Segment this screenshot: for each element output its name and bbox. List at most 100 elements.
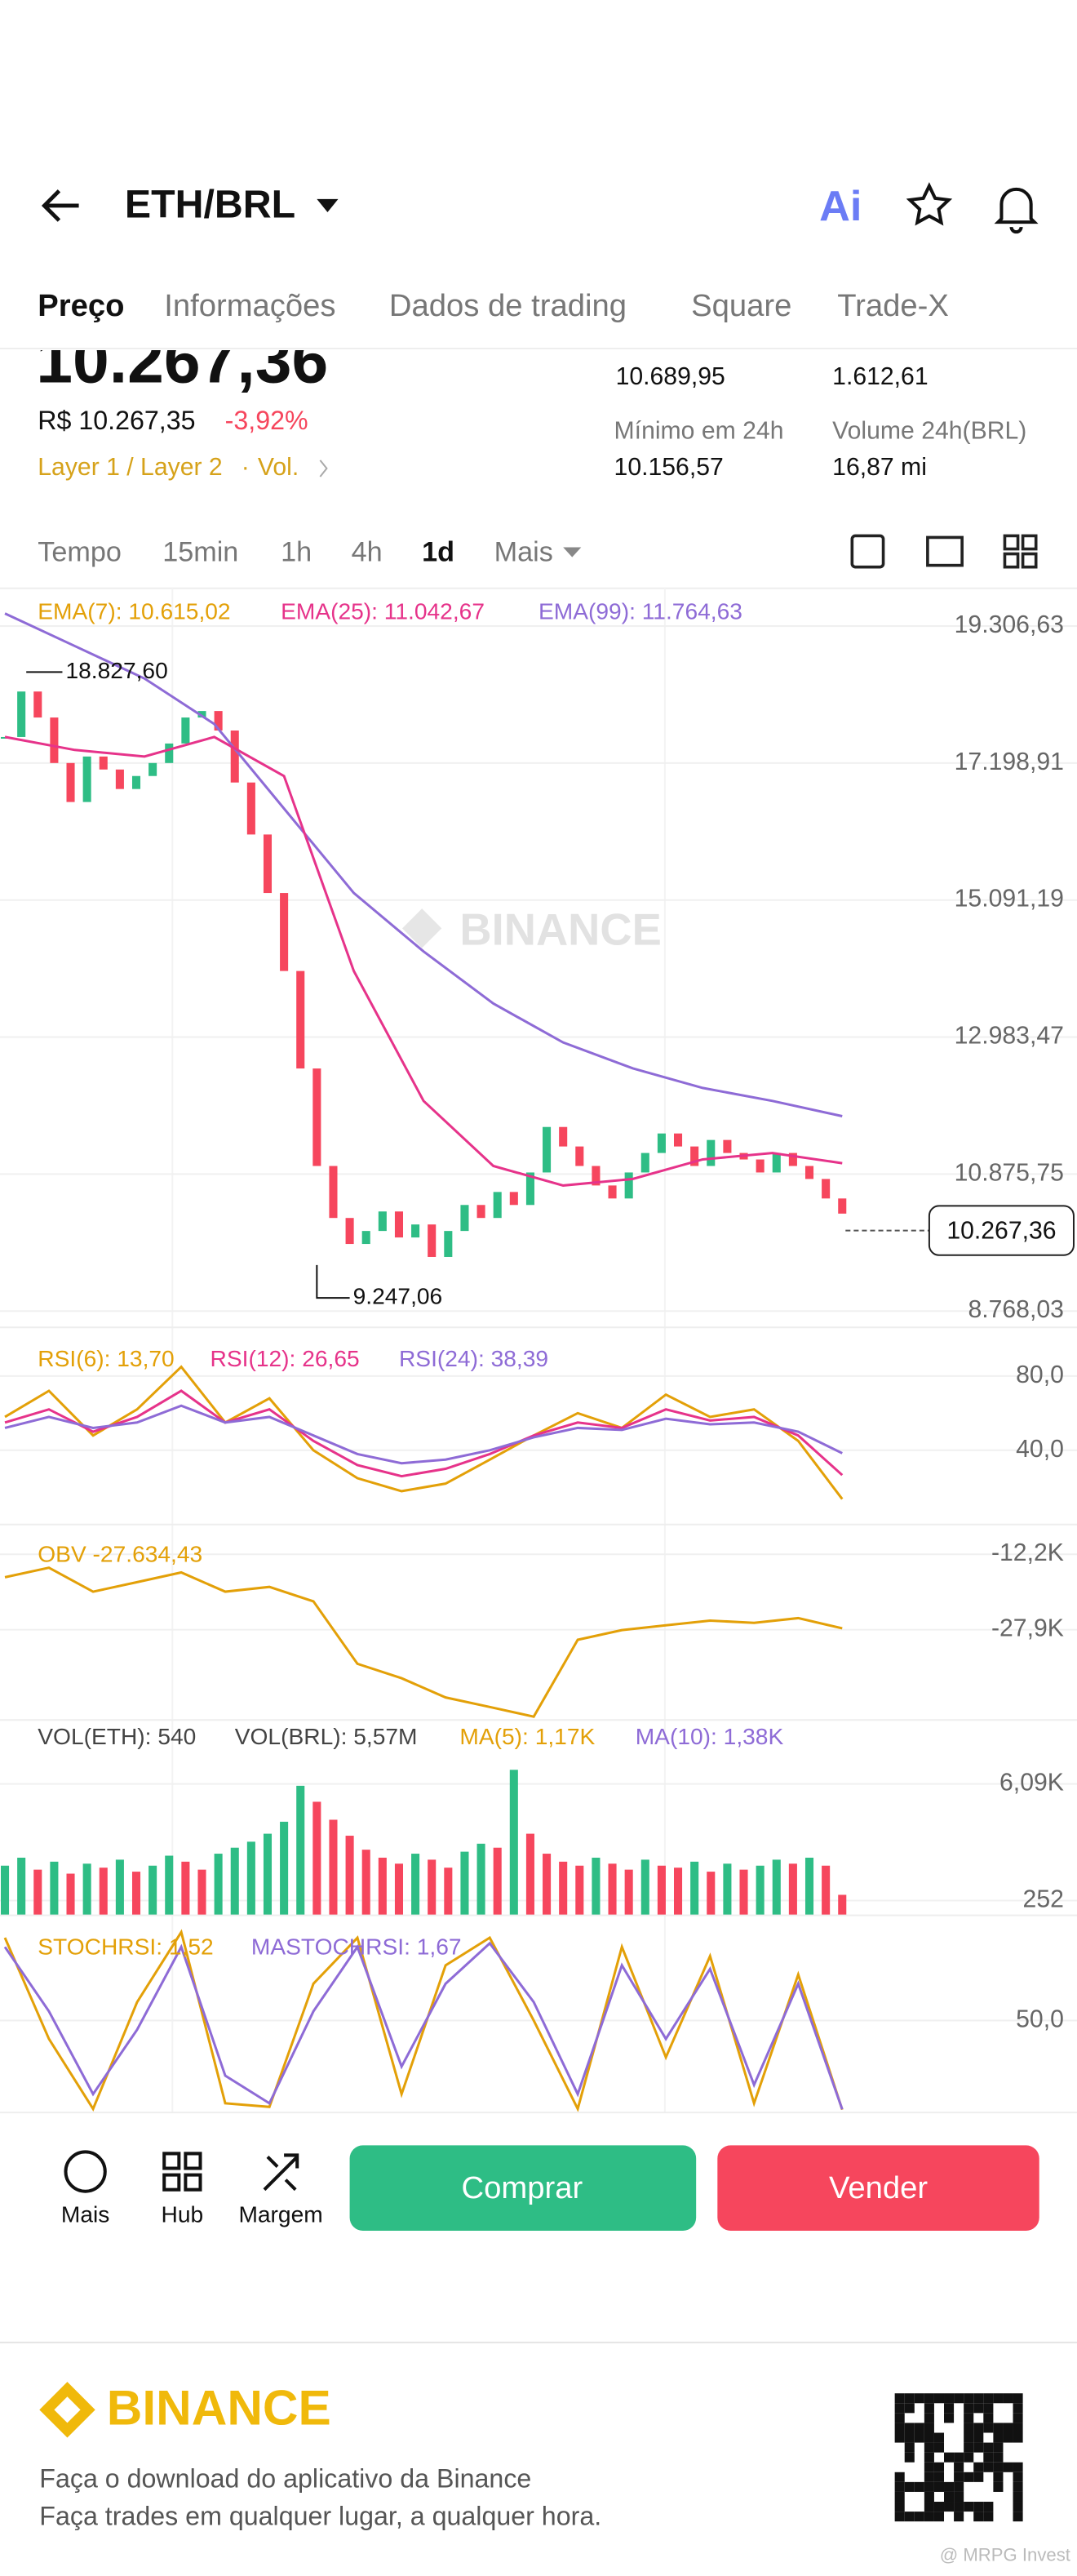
candle (230, 730, 239, 783)
volume-bar (428, 1859, 437, 1916)
qr-cell (1013, 2393, 1023, 2404)
sell-label[interactable]: Vender (829, 2170, 928, 2205)
qr-cell (973, 2432, 984, 2443)
tab[interactable]: Dados de trading (389, 288, 627, 323)
tool-icon[interactable] (926, 535, 964, 567)
brand: BINANCE (107, 2379, 331, 2435)
bell-icon[interactable] (994, 187, 1039, 234)
series-line (4, 735, 843, 1187)
margin-icon[interactable] (263, 2153, 299, 2192)
separator: · (242, 454, 250, 481)
low-pointer (316, 1264, 350, 1299)
y-tick-label: 8.768,03 (968, 1296, 1063, 1323)
volume-bar (17, 1857, 26, 1916)
buy-label[interactable]: Comprar (462, 2170, 583, 2205)
volume-bar (690, 1861, 699, 1916)
qr-cell (894, 2393, 905, 2404)
candle (444, 1231, 453, 1257)
qr-cell (914, 2481, 924, 2492)
volume-bar (66, 1873, 75, 1916)
candle (509, 1192, 518, 1206)
tab[interactable]: Trade-X (837, 288, 949, 323)
action-label[interactable]: Mais (61, 2201, 109, 2227)
interval[interactable]: 4h (352, 537, 383, 568)
sell-button[interactable] (717, 2145, 1039, 2231)
candle (394, 1211, 403, 1238)
qr-cell (993, 2393, 1004, 2404)
qr-cell (1003, 2432, 1013, 2443)
candle (148, 762, 157, 776)
qr-cell (914, 2432, 924, 2443)
more-icon[interactable] (64, 2150, 107, 2193)
brand-logo (39, 2382, 95, 2438)
candle (690, 1146, 699, 1166)
qr-cell (944, 2491, 955, 2503)
action-label[interactable]: Margem (238, 2201, 322, 2227)
volume-bar (723, 1863, 732, 1916)
last-price-label: 10.267,36 (946, 1218, 1056, 1245)
pair-title[interactable]: ETH/BRL (125, 183, 295, 227)
dropdown-icon[interactable] (563, 547, 582, 557)
volume-bar (280, 1821, 289, 1916)
series-line (4, 1389, 844, 1478)
candle (361, 1231, 370, 1245)
volume-bar (756, 1865, 765, 1916)
qr-cell (983, 2462, 994, 2472)
tool-icon[interactable] (1003, 534, 1038, 569)
volume-bar (707, 1872, 716, 1916)
candle (723, 1139, 732, 1153)
candle (476, 1205, 485, 1219)
candle (329, 1166, 338, 1219)
candle (246, 782, 255, 835)
interval[interactable]: 1h (281, 537, 312, 568)
qr-cell (904, 2481, 915, 2492)
qr-cell (1013, 2491, 1023, 2503)
qr-cell (894, 2403, 905, 2414)
candle (411, 1224, 420, 1238)
back-icon[interactable] (41, 189, 79, 222)
footer-text: Faça o download do aplicativo da Binance (39, 2463, 531, 2493)
qr-cell (924, 2502, 934, 2512)
qr-cell (1013, 2472, 1023, 2482)
hub-icon[interactable] (162, 2152, 202, 2192)
interval[interactable]: 15min (162, 537, 238, 568)
volume-bar (657, 1865, 666, 1916)
action-label[interactable]: Hub (162, 2201, 204, 2227)
tag[interactable]: Layer 1 / Layer 2 (38, 454, 222, 481)
interval[interactable]: Mais (494, 537, 553, 568)
tab[interactable]: Preço (38, 288, 124, 323)
qr-cell (1013, 2432, 1023, 2443)
ai-button[interactable]: Ai (819, 183, 862, 230)
candle (838, 1198, 847, 1214)
tag[interactable]: Vol. (258, 454, 299, 481)
volume-bar (230, 1847, 239, 1916)
fiat-price: R$ 10.267,35 (38, 406, 195, 435)
tab[interactable]: Square (691, 288, 791, 323)
y-tick-label: -12,2K (991, 1539, 1064, 1566)
qr-cell (894, 2413, 905, 2423)
volume-bar (115, 1859, 124, 1916)
y-tick-label: 15.091,19 (955, 886, 1064, 913)
y-tick-label: 12.983,47 (955, 1023, 1064, 1050)
candle (592, 1166, 601, 1186)
star-icon[interactable] (906, 182, 953, 226)
tool-icon[interactable] (850, 534, 885, 569)
candle (428, 1224, 437, 1257)
candle (82, 756, 91, 802)
dropdown-icon[interactable] (317, 198, 339, 213)
qr-cell (904, 2403, 915, 2414)
buy-button[interactable] (349, 2145, 697, 2231)
tab[interactable]: Informações (164, 288, 335, 323)
volume-bar (543, 1854, 552, 1916)
qr-cell (904, 2452, 915, 2463)
volume-bar (246, 1841, 255, 1916)
qr-cell (1013, 2481, 1023, 2492)
qr-cell (1013, 2512, 1023, 2522)
qr-cell (894, 2472, 905, 2482)
interval[interactable]: 1d (422, 537, 454, 568)
candle (788, 1153, 797, 1166)
qr-cell (973, 2502, 984, 2512)
watermark: BINANCE (459, 905, 661, 955)
volume-bar (394, 1863, 403, 1916)
series-line (4, 1404, 843, 1465)
